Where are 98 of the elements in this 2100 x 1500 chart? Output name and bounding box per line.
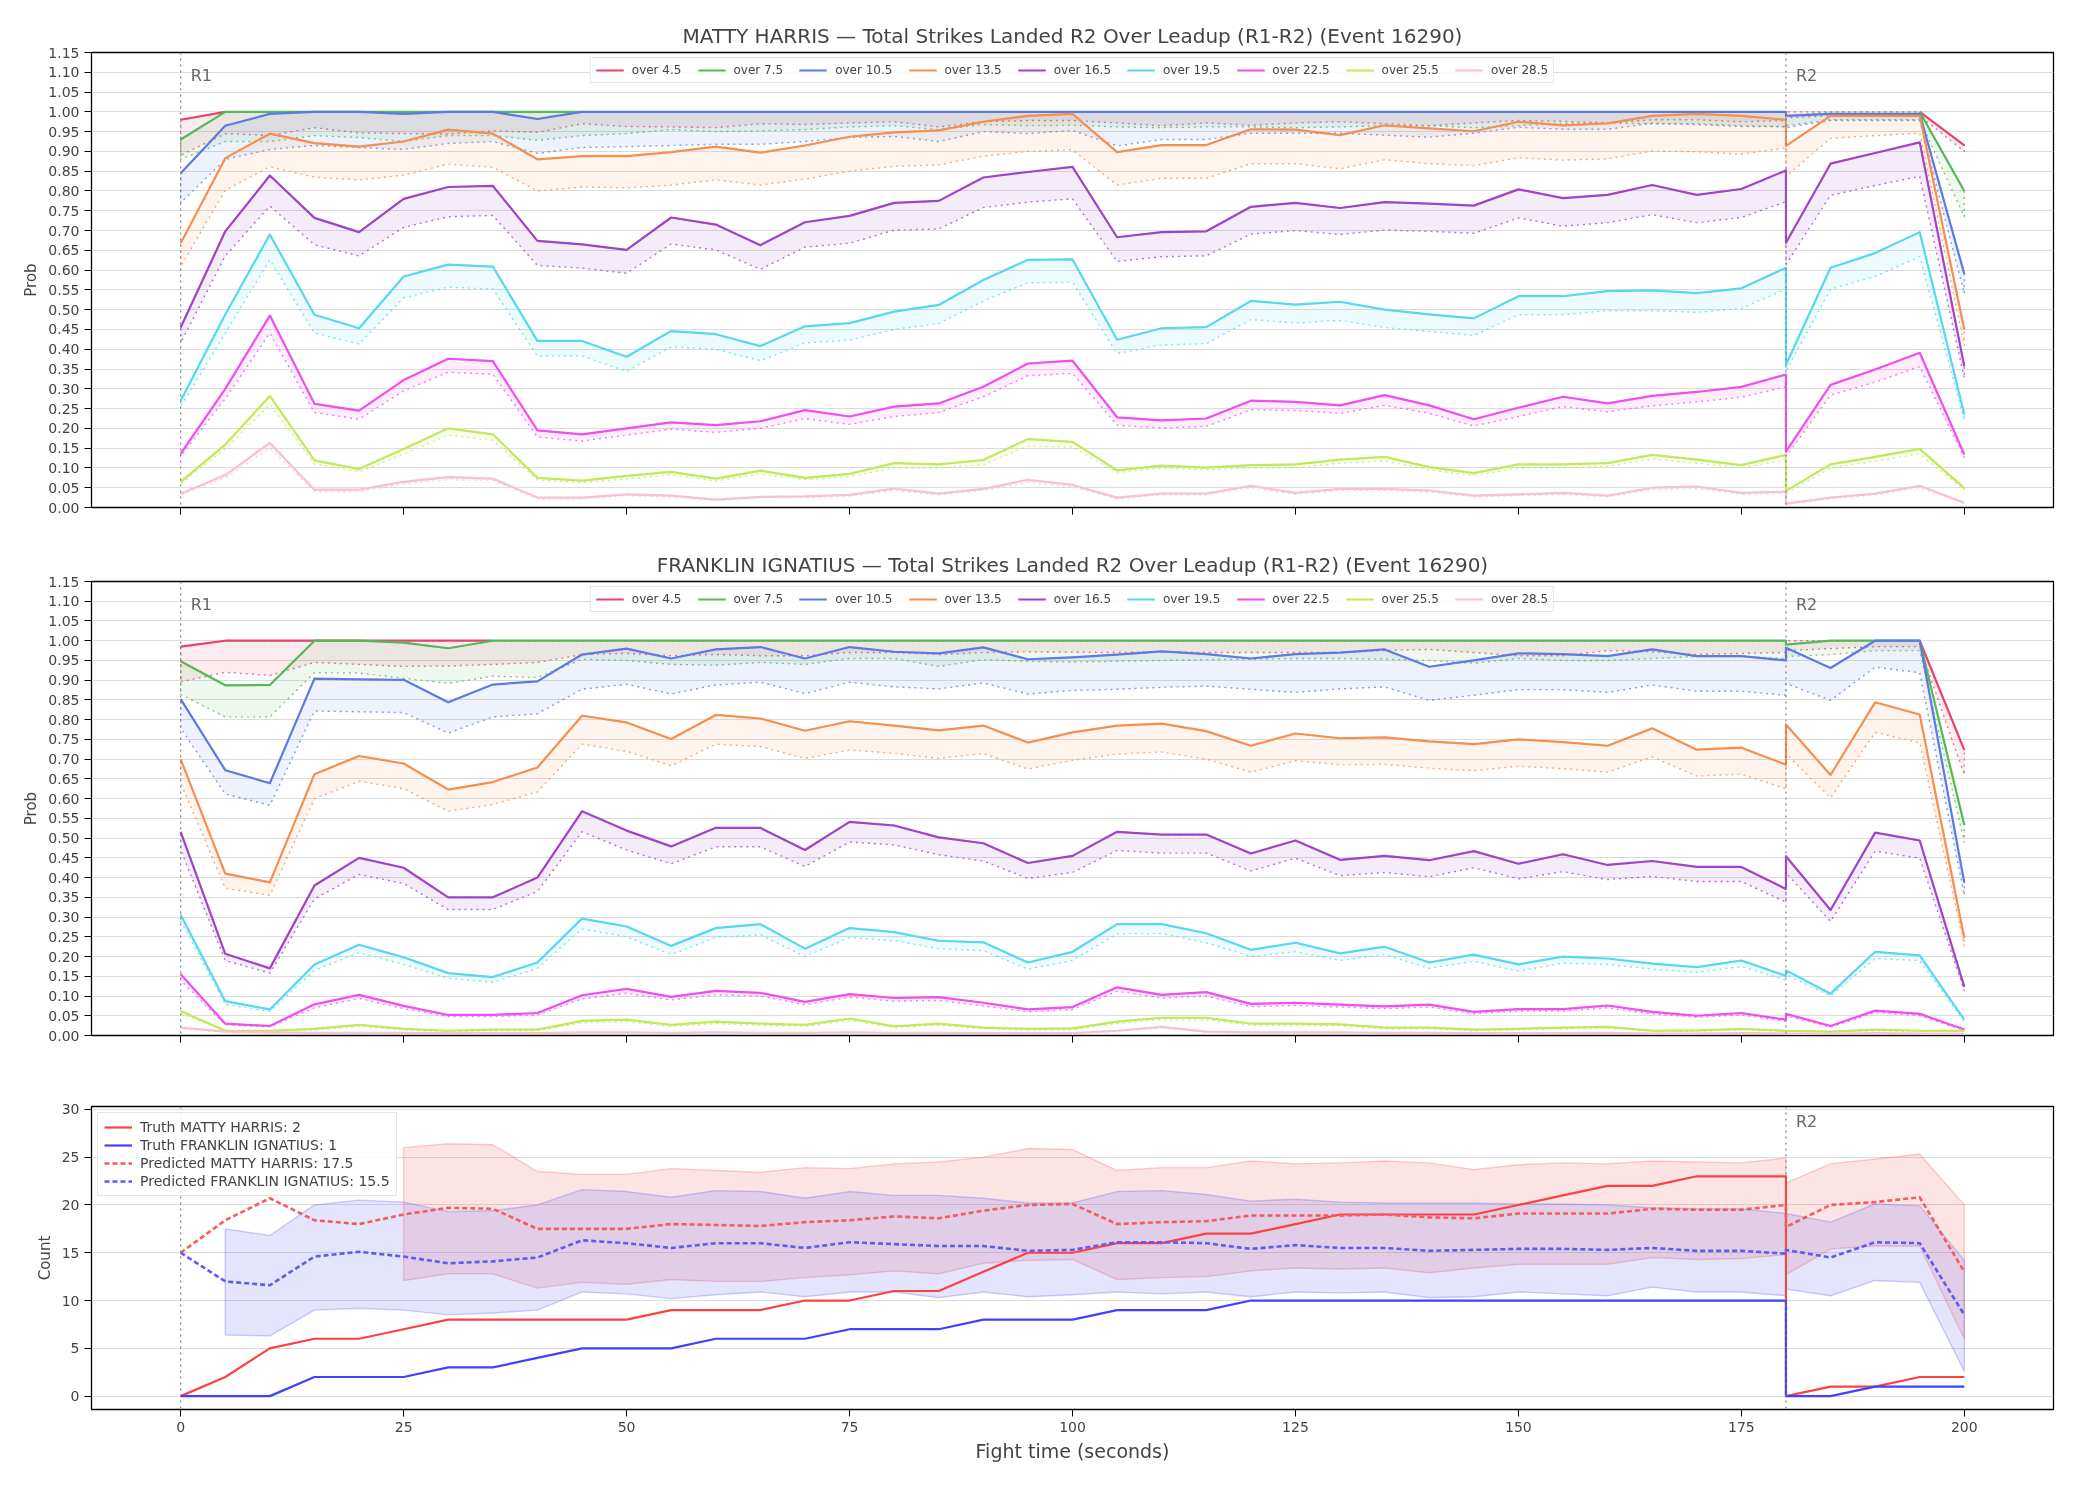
y-tick-label: 0.95: [48, 123, 80, 140]
x-tick-label: 0: [176, 1418, 186, 1435]
y-tick-label: 0.85: [48, 163, 80, 180]
ref-line-label: R1: [190, 594, 212, 614]
y-axis-title: Count: [35, 1235, 54, 1281]
y-tick-label: 0.00: [48, 499, 80, 516]
chart-title: FRANKLIN IGNATIUS — Total Strikes Landed R2 Over Leadup (R1-R2) (Event 16290): [656, 552, 1489, 577]
y-tick-label: 0.40: [48, 341, 80, 358]
legend-label: Truth MATTY HARRIS: 2: [140, 1119, 302, 1135]
y-tick-label: 0.75: [48, 202, 80, 219]
x-tick-label: 50: [617, 1418, 636, 1435]
legend-label: over 16.5: [1053, 63, 1112, 77]
y-tick-label: 20: [61, 1196, 80, 1213]
y-tick-label: 0.05: [48, 479, 80, 496]
line-series: [179, 1299, 1966, 1398]
legend-label: over 7.5: [733, 63, 784, 77]
legend-label: Truth FRANKLIN IGNATIUS: 1: [140, 1137, 338, 1153]
legend-label: over 10.5: [835, 63, 893, 77]
legend-label: over 10.5: [835, 592, 893, 606]
y-tick-label: 0.40: [48, 869, 80, 886]
y-tick-label: 0.60: [48, 790, 80, 807]
x-tick-label: 200: [1950, 1418, 1978, 1435]
y-tick-label: 1.10: [48, 593, 80, 610]
legend-label: over 28.5: [1490, 63, 1549, 77]
ref-line-label: R2: [1795, 65, 1818, 85]
legend-label: over 13.5: [944, 63, 1002, 77]
y-tick-label: 0.05: [48, 1007, 80, 1024]
y-tick-label: 0.70: [48, 751, 80, 768]
y-tick-label: 0.35: [48, 889, 80, 906]
y-tick-label: 0.25: [48, 928, 80, 945]
legend-label: over 19.5: [1163, 63, 1221, 77]
y-tick-label: 0.95: [48, 652, 80, 669]
chart-title: MATTY HARRIS — Total Strikes Landed R2 Over Leadup (R1-R2) (Event 16290): [682, 23, 1463, 48]
y-axis-title: Prob: [22, 263, 41, 297]
legend-label: over 13.5: [944, 592, 1002, 606]
y-tick-label: 0.60: [48, 262, 80, 279]
y-tick-label: 0.65: [48, 770, 80, 787]
y-tick-label: 0.10: [48, 988, 80, 1005]
legend-label: over 4.5: [631, 63, 682, 77]
x-tick-label: 25: [394, 1418, 413, 1435]
y-axis-title: Prob: [22, 791, 41, 826]
y-tick-label: 0.30: [48, 380, 80, 397]
legend-label: over 19.5: [1163, 592, 1221, 606]
y-tick-label: 0.55: [48, 281, 80, 298]
y-tick-label: 0.00: [48, 1027, 80, 1044]
y-tick-label: 0: [70, 1388, 80, 1405]
y-tick-label: 30: [61, 1101, 80, 1118]
x-tick-label: 125: [1282, 1418, 1309, 1435]
y-tick-label: 0.65: [48, 242, 80, 259]
y-tick-label: 0.50: [48, 830, 80, 847]
y-tick-label: 25: [61, 1149, 80, 1166]
y-tick-label: 0.15: [48, 440, 80, 457]
x-axis-title: Fight time (seconds): [975, 1439, 1170, 1462]
y-tick-label: 1.10: [48, 64, 80, 81]
y-tick-label: 0.90: [48, 143, 80, 160]
y-tick-label: 0.25: [48, 400, 80, 417]
x-tick-label: 100: [1059, 1418, 1086, 1435]
y-tick-label: 15: [61, 1244, 80, 1261]
y-tick-label: 1.00: [48, 103, 80, 120]
ref-line-label: R2: [1795, 1112, 1818, 1132]
y-tick-label: 5: [70, 1340, 80, 1357]
y-tick-label: 0.10: [48, 459, 80, 476]
y-tick-label: 0.80: [48, 711, 80, 728]
y-tick-label: 0.85: [48, 691, 80, 708]
legend-label: over 7.5: [733, 592, 784, 606]
y-tick-label: 0.70: [48, 222, 80, 239]
y-tick-label: 0.35: [48, 361, 80, 378]
y-tick-label: 1.15: [48, 573, 80, 590]
y-tick-label: 0.20: [48, 948, 80, 965]
legend-label: over 4.5: [631, 592, 682, 606]
y-tick-label: 1.15: [48, 44, 80, 61]
y-tick-label: 0.20: [48, 420, 80, 437]
legend-label: over 28.5: [1490, 592, 1549, 606]
legend-label: Predicted FRANKLIN IGNATIUS: 15.5: [140, 1173, 390, 1189]
y-tick-label: 0.75: [48, 731, 80, 748]
y-tick-label: 1.05: [48, 84, 80, 101]
legend-label: over 25.5: [1381, 592, 1439, 606]
y-tick-label: 0.45: [48, 321, 80, 338]
legend-label: over 22.5: [1272, 63, 1330, 77]
y-tick-label: 1.05: [48, 612, 80, 629]
y-tick-label: 0.90: [48, 672, 80, 689]
legend-label: over 25.5: [1381, 63, 1439, 77]
y-tick-label: 10: [61, 1292, 80, 1309]
y-tick-label: 0.80: [48, 182, 80, 199]
legend-label: Predicted MATTY HARRIS: 17.5: [140, 1155, 354, 1171]
y-tick-label: 0.15: [48, 968, 80, 985]
y-tick-label: 0.50: [48, 301, 80, 318]
y-tick-label: 0.30: [48, 909, 80, 926]
x-tick-label: 75: [840, 1418, 859, 1435]
ref-line-label: R1: [190, 65, 212, 85]
legend-label: over 16.5: [1053, 592, 1112, 606]
ref-line-label: R2: [1795, 594, 1818, 614]
y-tick-label: 0.45: [48, 849, 80, 866]
y-tick-label: 1.00: [48, 632, 80, 649]
x-tick-label: 175: [1728, 1418, 1755, 1435]
legend-label: over 22.5: [1272, 592, 1330, 606]
y-tick-label: 0.55: [48, 810, 80, 827]
x-tick-label: 150: [1505, 1418, 1532, 1435]
